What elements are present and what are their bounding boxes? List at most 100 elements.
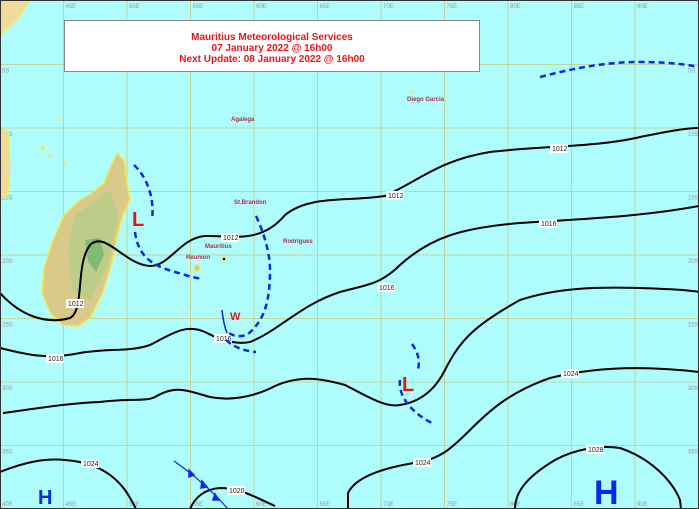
troughs [133,60,699,425]
latitude-label: 5S [2,69,9,75]
trough-madagascar-south [133,231,204,281]
rodrigues-island [296,250,298,252]
isobar-1020-south [189,486,276,509]
longitude-label: 55E [193,502,204,508]
longitude-label: 70E [383,502,394,508]
station-st-brandon: St.Brandon [234,200,267,206]
svg-text:1016: 1016 [216,336,232,343]
comoros-island [48,154,52,158]
longitude-label: 65E [320,502,331,508]
comoros-island [41,146,45,150]
isobar-1024-east [347,367,699,509]
svg-text:1012: 1012 [552,146,568,153]
isobar-label: 1016 [539,219,557,228]
longitude-label: 75E [447,4,458,10]
longitude-label: 90E [637,4,648,10]
trough-south [225,339,257,354]
mauritius-marker [223,258,225,260]
isobar-label: 1012 [386,191,404,200]
reunion-island [193,264,201,272]
svg-text:1024: 1024 [83,461,99,468]
longitude-label: 50E [129,4,140,10]
longitude-label: 55E [193,4,204,10]
longitude-label: 45E [66,502,77,508]
longitude-label: 90E [637,502,648,508]
latitude-label: 15S [2,196,13,202]
longitude-label: 80E [510,4,521,10]
trough-solid-segment [221,309,228,334]
latitude-label: 35S [2,450,13,456]
latitude-label: 30S [688,386,699,392]
svg-text:1020: 1020 [229,488,245,495]
africa-coast [0,0,31,37]
station-diego-garcia: Diego Garcia [407,97,445,103]
low-centre-west: L [132,209,144,231]
isobar-label: 1024 [413,458,431,467]
title-agency: Mauritius Meteorological Services [191,32,353,43]
longitude-label: 85E [574,4,585,10]
longitude-label: 70E [383,4,394,10]
low-centre-east: L [402,374,414,396]
africa-coast-mid [0,127,11,201]
latitude-label: 5S [688,69,695,75]
trough-east-low-south [398,379,433,425]
svg-text:1028: 1028 [588,447,604,454]
trough-east-low [410,343,421,373]
longitude-label: 40E [2,502,13,508]
isobar-label: 1028 [586,445,604,454]
svg-text:1024: 1024 [415,460,431,467]
station-reunion: Reunion [186,255,210,261]
high-centre-west: H [38,487,52,509]
longitude-label: 60E [256,4,267,10]
svg-text:1012: 1012 [223,235,239,242]
station-mauritius: Mauritius [205,244,232,250]
trough-north-east [539,60,699,79]
longitude-label: 60E [256,502,267,508]
latitude-label: 10S [688,132,699,138]
agalega-island [58,118,62,122]
latitude-label: 20S [688,259,699,265]
station-rodrigues: Rodrigues [283,239,313,245]
trough-madagascar-north [133,164,154,221]
latitude-label: 15S [688,196,699,202]
svg-text:1024: 1024 [563,371,579,378]
isobar-1020 [2,286,699,414]
longitude-label: 75E [447,502,458,508]
longitude-label: 65E [320,4,331,10]
svg-text:1016: 1016 [541,221,557,228]
isobar-label: 1012 [66,299,84,308]
diego-garcia-island [409,90,413,94]
isobar-label: 1016 [377,283,395,292]
warning-marker: W [230,311,241,323]
isobar-label: 1024 [561,369,579,378]
isobar-labels: 1012 1012 1012 1012 1016 1016 1016 1016 … [46,144,604,495]
longitude-label: 45E [66,4,77,10]
high-centre-east: H [594,474,619,509]
isobar-label: 1020 [227,486,245,495]
trough-st-brandon [227,215,272,338]
isobar-label: 1012 [550,144,568,153]
isobar-label: 1024 [81,459,99,468]
latitude-label: 25S [688,323,699,329]
isobar-label: 1016 [214,334,232,343]
cold-front [173,460,229,509]
svg-text:1016: 1016 [48,356,64,363]
station-agalega: Agalega [231,117,255,123]
latitude-label: 30S [2,386,13,392]
latitude-label: 35S [688,450,699,456]
isobar-label: 1012 [221,233,239,242]
title-date: 07 January 2022 @ 16h00 [211,43,333,54]
isobar-label: 1016 [46,354,64,363]
svg-text:1016: 1016 [379,285,395,292]
svg-text:1012: 1012 [388,193,404,200]
comoros-island [63,161,67,165]
latitude-label: 20S [2,259,13,265]
longitude-label: 85E [574,502,585,508]
svg-text:1012: 1012 [68,301,84,308]
title-box: Mauritius Meteorological Services 07 Jan… [64,20,480,72]
latitude-label: 25S [2,323,13,329]
title-next-update: Next Update: 08 January 2022 @ 16h00 [179,54,365,65]
isobar-1016 [0,205,699,358]
